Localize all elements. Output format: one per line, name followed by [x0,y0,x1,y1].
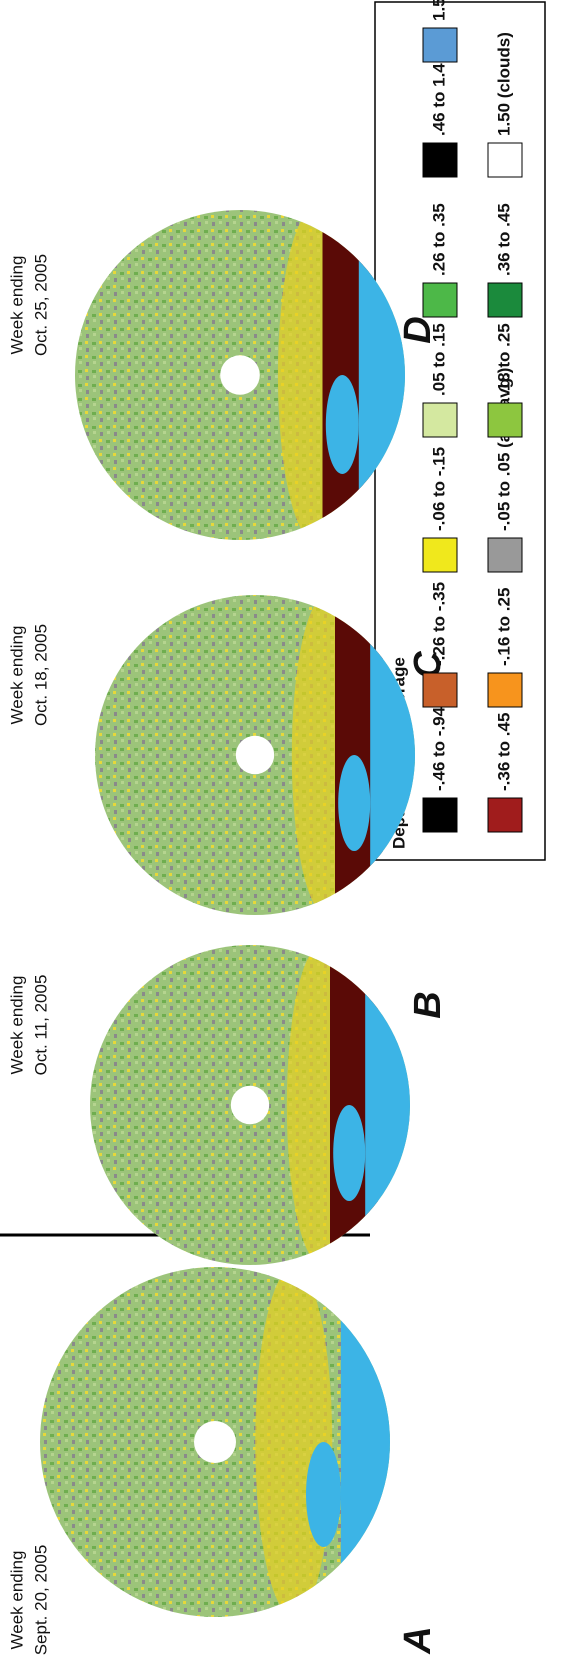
legend-label: .46 to 1.4 [429,63,448,136]
legend-swatch [488,538,522,572]
legend-label: 1.50 (clouds) [494,32,513,136]
water-inlet [326,375,359,474]
legend-label: -.46 to -.94 [429,706,448,791]
legend-swatch [423,673,457,707]
legend-label: .05 to .15 [429,323,448,396]
legend-swatch [423,28,457,62]
legend-swatch [488,143,522,177]
caption-line: Week ending [7,256,26,355]
panel-letter: A [397,1626,439,1654]
legend-label: 1.54 (water) [429,0,448,21]
legend-swatch [423,798,457,832]
caption-line: Week ending [7,626,26,725]
map [90,945,525,1265]
legend-swatch [488,283,522,317]
legend-swatch [488,403,522,437]
caption-line: Oct. 11, 2005 [31,975,50,1076]
center-hole [236,736,274,774]
panel-letter: B [407,991,449,1018]
page: Departure from average Week endingSept. … [0,0,579,1669]
legend-label: -.16 to .25 [494,588,513,666]
caption-line: Sept. 20, 2005 [31,1545,50,1656]
legend-label: .26 to .35 [429,203,448,276]
legend-swatch [488,673,522,707]
legend-label: .36 to .45 [494,203,513,276]
caption-line: Oct. 25, 2005 [31,254,50,356]
center-hole [231,1086,269,1124]
legend-label: -.26 to -.35 [429,582,448,666]
legend-label: -.06 to -.15 [429,447,448,531]
map [40,1267,516,1617]
water-inlet [338,755,370,851]
water-inlet [333,1105,365,1201]
rotated-figure: Departure from average Week endingSept. … [0,0,545,1655]
caption-line: Week ending [7,1551,26,1650]
figure: Departure from average Week endingSept. … [0,0,579,1669]
legend-swatch [488,798,522,832]
legend-swatch [423,538,457,572]
center-hole [220,355,260,395]
water-inlet [306,1442,341,1547]
legend-swatch [423,283,457,317]
legend-swatch [423,403,457,437]
caption-line: Oct. 18, 2005 [31,624,50,726]
center-hole [194,1421,236,1463]
caption-line: Week ending [7,976,26,1075]
legend-swatch [423,143,457,177]
legend-label: .18 to .25 [494,323,513,396]
yellow-zone [255,1267,332,1617]
water [341,1267,516,1617]
legend-label: -.36 to .45 [494,713,513,791]
